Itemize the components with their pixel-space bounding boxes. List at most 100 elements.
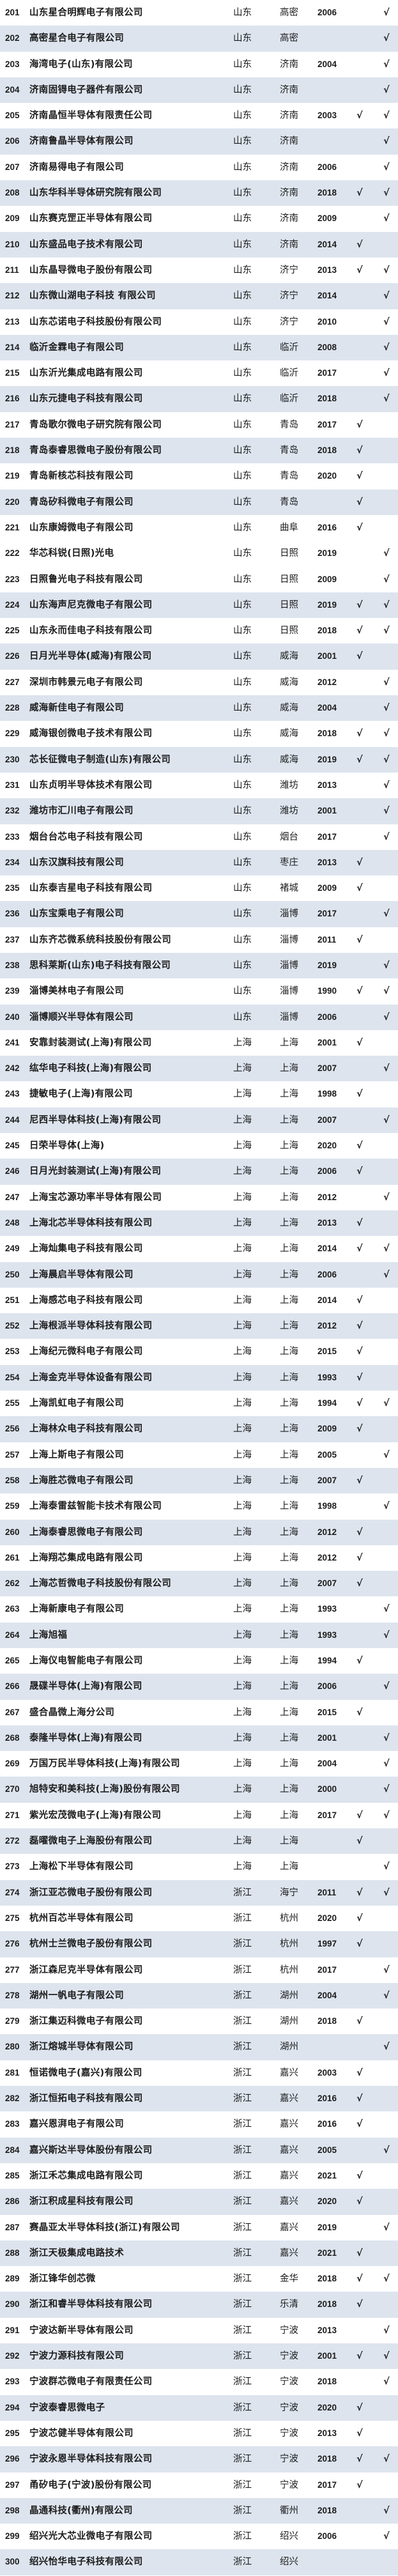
province: 山东 [233, 548, 252, 559]
founded-year: 2000 [318, 1784, 337, 1794]
check-mark-icon: √ [383, 1759, 390, 1770]
table-row: 274 浙江亚芯微电子股份有限公司 浙江 海宁 2011 √ √ [0, 1879, 398, 1906]
founded-year: 2017 [318, 419, 337, 429]
province: 上海 [233, 1192, 252, 1203]
city: 嘉兴 [280, 2196, 298, 2207]
table-row: 273 上海松下半导体有限公司 上海 上海 √ [0, 1854, 398, 1880]
company-name: 上海根派半导体科技有限公司 [29, 1321, 153, 1332]
company-name: 上海感芯电子科技有限公司 [29, 1295, 143, 1306]
founded-year: 2018 [318, 2274, 337, 2284]
company-name: 晟碟半导体(上海)有限公司 [29, 1681, 142, 1692]
company-name: 杭州士兰微电子股份有限公司 [29, 1939, 153, 1950]
province: 山东 [233, 84, 252, 95]
check-mark-icon: √ [383, 2377, 390, 2387]
city: 褚城 [280, 883, 298, 894]
founded-year: 2003 [318, 111, 337, 121]
table-row: 297 甬矽电子(宁波)股份有限公司 浙江 宁波 2017 √ [0, 2472, 398, 2498]
check-mark-icon: √ [356, 857, 363, 868]
city: 上海 [280, 1501, 298, 1512]
table-row: 271 紫光宏茂微电子(上海)有限公司 上海 上海 2017 √ √ [0, 1802, 398, 1829]
row-number: 225 [5, 626, 20, 636]
city: 宁波 [280, 2325, 298, 2336]
check-mark-icon: √ [356, 1424, 363, 1435]
check-mark-icon: √ [356, 265, 363, 275]
province: 山东 [233, 831, 252, 842]
company-name: 甬矽电子(宁波)股份有限公司 [29, 2480, 152, 2490]
founded-year: 2013 [318, 2428, 337, 2438]
city: 宁波 [280, 2480, 298, 2490]
founded-year: 2018 [318, 2016, 337, 2026]
company-name: 山东康姆微电子有限公司 [29, 522, 134, 533]
city: 青岛 [280, 471, 298, 482]
province: 浙江 [233, 2428, 252, 2439]
province: 山东 [233, 934, 252, 945]
row-number: 226 [5, 651, 20, 661]
founded-year: 2001 [318, 806, 337, 816]
province: 浙江 [233, 2557, 252, 2568]
check-mark-icon: √ [356, 2454, 363, 2465]
city: 杭州 [280, 1913, 298, 1924]
check-mark-icon: √ [383, 1784, 390, 1795]
company-name: 潍坊市汇川电子有限公司 [29, 806, 134, 817]
city: 淄博 [280, 986, 298, 997]
province: 山东 [233, 780, 252, 791]
check-mark-icon: √ [356, 471, 363, 482]
check-mark-icon: √ [356, 445, 363, 456]
check-mark-icon: √ [383, 729, 390, 739]
province: 上海 [233, 1501, 252, 1512]
row-number: 213 [5, 316, 20, 327]
city: 宁波 [280, 2402, 298, 2413]
check-mark-icon: √ [383, 265, 390, 275]
check-mark-icon: √ [383, 1063, 390, 1074]
check-mark-icon: √ [356, 2094, 363, 2104]
founded-year: 1990 [318, 986, 337, 996]
row-number: 235 [5, 883, 20, 893]
row-number: 297 [5, 2480, 20, 2490]
check-mark-icon: √ [383, 33, 390, 44]
company-name: 威海银创微电子技术有限公司 [29, 729, 153, 739]
table-row: 223 日照鲁光电子科技有限公司 山东 日照 2009 √ [0, 566, 398, 592]
company-name: 上海北芯半导体科技有限公司 [29, 1217, 153, 1228]
table-row: 279 浙江集迈科微电子有限公司 浙江 湖州 2018 √ [0, 2009, 398, 2035]
row-number: 231 [5, 780, 20, 790]
company-name: 纮华电子科技(上海)有限公司 [29, 1063, 152, 1074]
province: 山东 [233, 986, 252, 997]
table-row: 227 深圳市韩景元电子有限公司 山东 威海 2012 √ [0, 669, 398, 696]
province: 山东 [233, 857, 252, 868]
city: 威海 [280, 703, 298, 714]
company-name: 青岛新核芯科技有限公司 [29, 471, 134, 482]
table-row: 266 晟碟半导体(上海)有限公司 上海 上海 2006 √ [0, 1674, 398, 1700]
city: 嘉兴 [280, 2067, 298, 2078]
province: 山东 [233, 188, 252, 199]
province: 上海 [233, 1810, 252, 1821]
company-name: 威海新佳电子有限公司 [29, 703, 124, 714]
province: 山东 [233, 883, 252, 894]
city: 淄博 [280, 934, 298, 945]
province: 上海 [233, 1784, 252, 1795]
company-name: 上海凯虹电子有限公司 [29, 1398, 124, 1409]
company-name: 上海新康电子有限公司 [29, 1604, 124, 1615]
province: 山东 [233, 213, 252, 224]
province: 浙江 [233, 2248, 252, 2258]
check-mark-icon: √ [383, 342, 390, 353]
check-mark-icon: √ [383, 84, 390, 95]
company-name: 青岛矽科微电子有限公司 [29, 497, 134, 507]
check-mark-icon: √ [356, 239, 363, 250]
province: 上海 [233, 1630, 252, 1640]
check-mark-icon: √ [383, 1192, 390, 1203]
row-number: 272 [5, 1836, 20, 1846]
check-mark-icon: √ [383, 316, 390, 327]
city: 上海 [280, 1578, 298, 1589]
check-mark-icon: √ [383, 626, 390, 636]
row-number: 248 [5, 1217, 20, 1228]
province: 浙江 [233, 1990, 252, 2001]
table-row: 216 山东元捷电子科技有限公司 山东 临沂 2018 √ [0, 386, 398, 412]
city: 日照 [280, 626, 298, 636]
city: 上海 [280, 1810, 298, 1821]
check-mark-icon: √ [383, 2222, 390, 2233]
row-number: 287 [5, 2222, 20, 2232]
company-name: 高密星合电子有限公司 [29, 33, 124, 44]
row-number: 203 [5, 59, 20, 69]
table-row: 212 山东微山湖电子科技 有限公司 山东 济宁 2014 √ [0, 283, 398, 309]
row-number: 296 [5, 2454, 20, 2464]
